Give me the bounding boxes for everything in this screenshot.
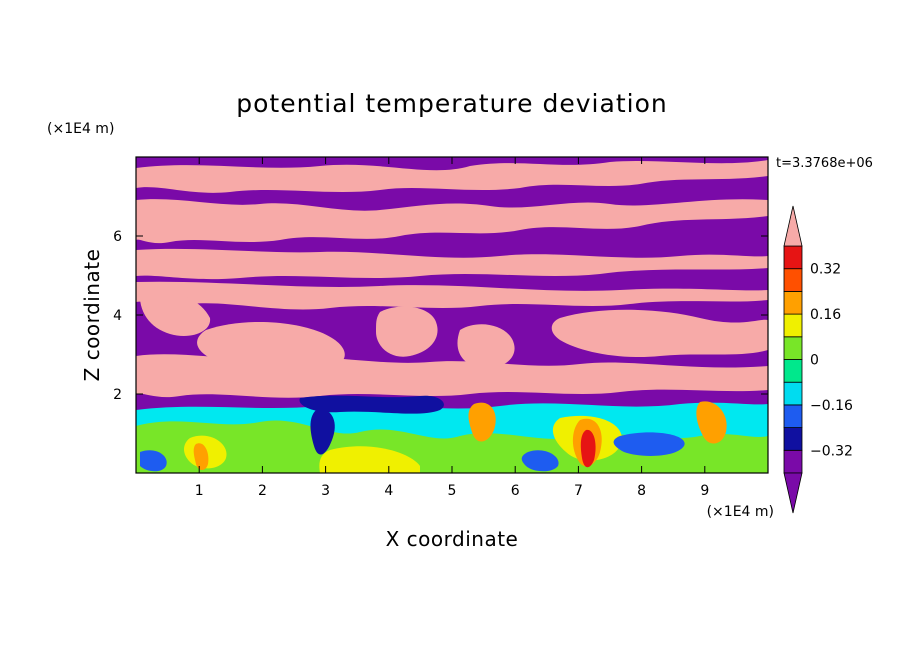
contour-navy-region [310,409,335,455]
contour-field [136,157,768,473]
contour-pink-region [136,199,768,244]
y-tick-label: 6 [113,229,122,245]
colorbar-swatch [783,336,803,360]
contour-pink-region [136,248,768,280]
contour-orange-region [193,443,209,470]
x-tick-label: 7 [574,483,583,499]
y-axis-label: Z coordinate [80,249,104,382]
time-stamp: t=3.3768e+06 [776,156,873,171]
contour-blue-region [521,450,559,472]
contour-pink-region [136,354,768,398]
x-tick-label: 2 [258,483,267,499]
y-axis-ticks: 2 4 6 [113,229,768,403]
colorbar-swatch [783,290,803,315]
colorbar-label: 0.16 [810,307,841,323]
contour-green-region [136,420,768,473]
colorbar-swatch [783,359,803,383]
x-tick-label: 8 [637,483,646,499]
colorbar-swatch [783,268,803,292]
chart-title: potential temperature deviation [236,89,667,118]
colorbar-swatch [783,427,803,451]
colorbar-under-triangle [783,472,803,514]
contour-pink-region [139,289,211,337]
colorbar-label: 0.32 [810,262,841,278]
x-axis-unit: (×1E4 m) [707,504,774,520]
x-tick-label: 4 [384,483,393,499]
colorbar-swatch [783,449,803,474]
x-tick-label: 1 [195,483,204,499]
contour-pink-region [551,309,768,358]
colorbar: 0.32 0.16 0 −0.16 −0.32 [783,205,853,514]
colorbar-label: 0 [810,353,819,369]
x-tick-label: 3 [321,483,330,499]
colorbar-swatch [783,313,803,338]
colorbar-swatch [783,245,803,270]
colorbar-swatch [783,404,803,428]
contour-pink-region [376,306,438,357]
x-tick-label: 5 [448,483,457,499]
contour-blue-region [140,450,167,472]
contour-pink-region [457,324,515,369]
colorbar-label: −0.32 [810,443,853,459]
contour-navy-region [299,395,444,414]
contour-blue-region [613,432,685,456]
contour-pink-region [136,281,768,310]
y-tick-label: 2 [113,387,122,403]
contour-red-region [580,429,596,468]
contour-yellow-region [319,446,420,473]
contour-orange-region [468,402,496,442]
x-tick-label: 9 [700,483,709,499]
x-axis-ticks: 1 2 3 4 5 6 7 8 9 [195,157,709,499]
x-tick-label: 6 [511,483,520,499]
colorbar-swatch [783,381,803,406]
contour-pink-region [136,160,768,193]
colorbar-label: −0.16 [810,398,853,414]
contour-orange-region [696,401,727,444]
x-axis-label: X coordinate [386,527,519,551]
y-axis-unit: (×1E4 m) [47,121,114,137]
colorbar-over-triangle [783,205,803,247]
y-tick-label: 4 [113,308,122,324]
